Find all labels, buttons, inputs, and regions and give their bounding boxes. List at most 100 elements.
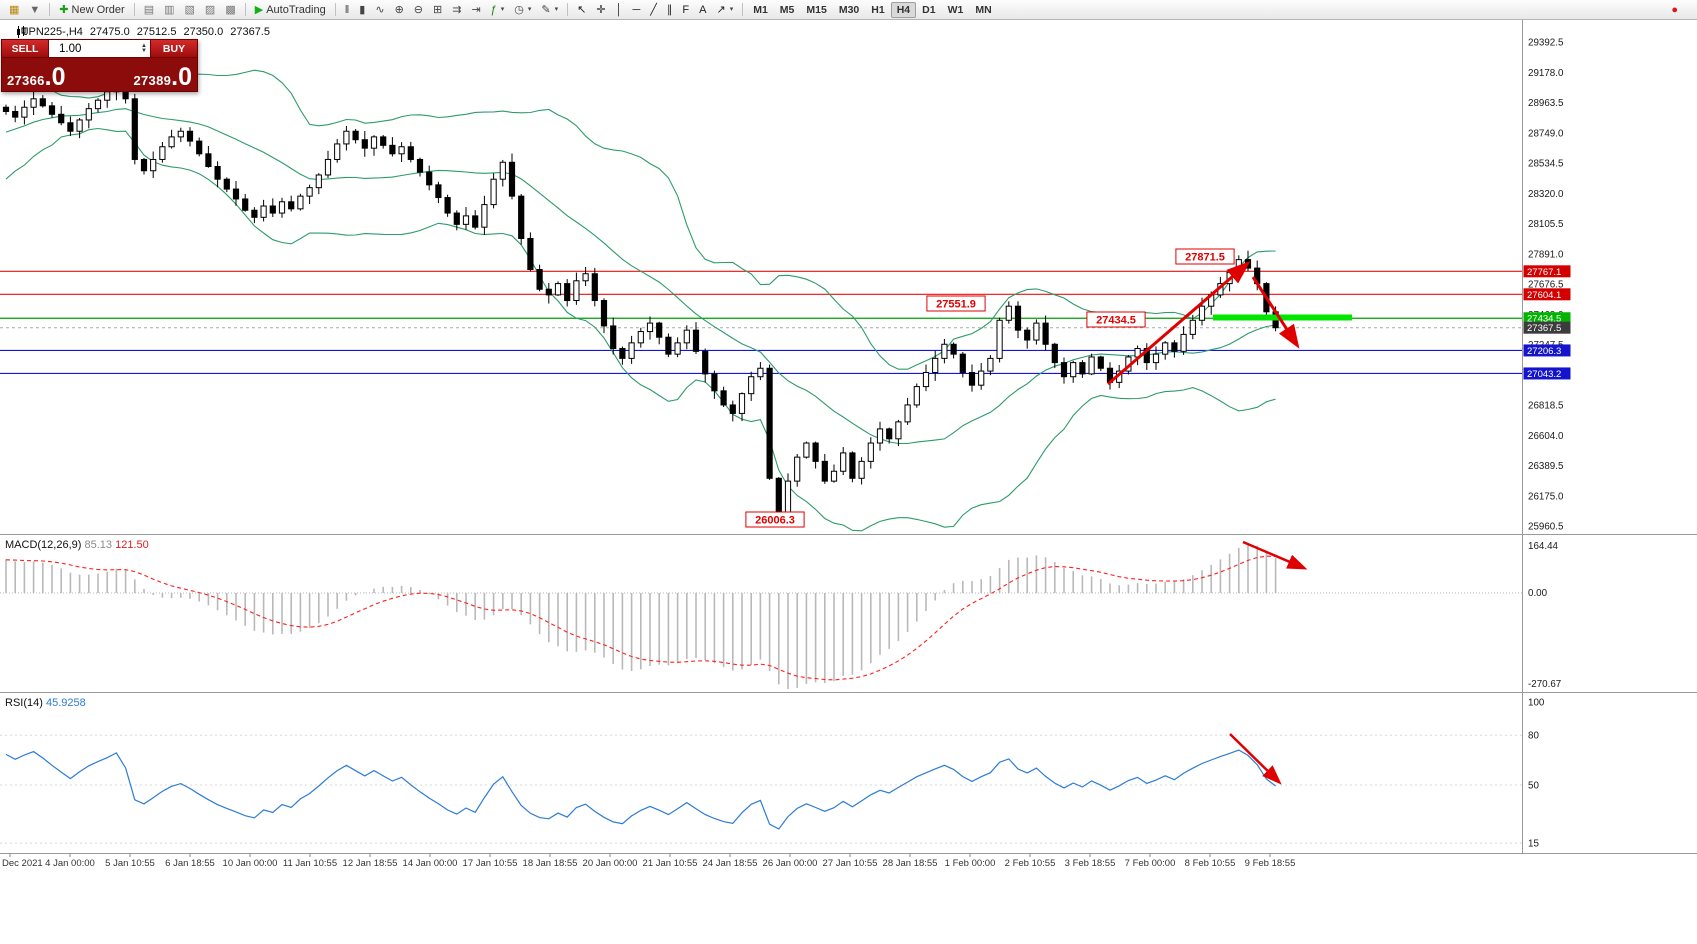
chart-shift-icon: ⇥ <box>471 3 481 16</box>
support-resistance-lines[interactable] <box>0 270 1522 375</box>
timeframe-m5-button[interactable]: M5 <box>774 2 801 18</box>
new-chart-icon: ▦ <box>9 3 20 16</box>
spinner-down-icon[interactable]: ▼ <box>141 47 147 54</box>
svg-text:164.44: 164.44 <box>1528 541 1559 552</box>
autotrading-button[interactable]: ▶ AutoTrading <box>250 1 331 19</box>
toolbar-group: ▶ AutoTrading <box>250 0 331 19</box>
candle-body <box>1097 356 1104 369</box>
trend-arrow[interactable] <box>1242 540 1308 570</box>
zoom-in-button[interactable]: ⊕ <box>390 2 409 18</box>
buy-price[interactable]: 27389.0 <box>133 65 192 90</box>
candle-body <box>499 161 506 180</box>
strategy-tester-button[interactable]: ▩ <box>220 2 240 18</box>
auto-scroll-button[interactable]: ⇉ <box>447 2 466 18</box>
crosshair-button[interactable]: ✛ <box>591 2 610 18</box>
timeframe-w1-button[interactable]: W1 <box>942 2 970 18</box>
candle-body <box>610 325 617 350</box>
trend-arrow[interactable] <box>1107 261 1251 386</box>
ohlc-open: 27475.0 <box>89 26 130 38</box>
price-tag: 27604.1 <box>1523 288 1571 301</box>
price-callout[interactable]: 27551.9 <box>926 295 986 312</box>
price-callouts[interactable]: 27871.5 27551.9 27434.5 26006.3 <box>745 248 1235 528</box>
candle-body <box>738 393 746 414</box>
timeframe-h1-button[interactable]: H1 <box>865 2 890 18</box>
candlestick-mode-button[interactable]: ▮ <box>354 2 370 18</box>
navigator-button[interactable]: ▧ <box>180 2 200 18</box>
candle-body <box>85 108 92 121</box>
svg-text:10 Jan 00:00: 10 Jan 00:00 <box>223 858 278 869</box>
sell-price[interactable]: 27366.0 <box>7 65 66 90</box>
market-watch-button[interactable]: ▤ <box>139 2 159 18</box>
terminal-button[interactable]: ▨ <box>200 2 220 18</box>
arrows-button[interactable]: ↗ ▾ <box>711 1 738 19</box>
bollinger-middle <box>5 108 1276 445</box>
candle-body <box>407 146 414 160</box>
line-chart-button[interactable]: ∿ <box>370 2 389 18</box>
price-tag: 27043.2 <box>1523 367 1571 380</box>
alert-status-button[interactable]: ● <box>1666 2 1683 18</box>
spinner-up-icon[interactable]: ▲ <box>141 42 147 49</box>
chart-canvas[interactable]: 29392.5 29178.0 28963.5 28749.0 28534.5 28320… <box>0 20 1697 944</box>
price-callout[interactable]: 27871.5 <box>1175 248 1235 265</box>
fibonacci-button[interactable]: F <box>677 2 694 18</box>
candle-body <box>131 98 138 160</box>
timeframe-m30-button[interactable]: M30 <box>833 2 865 18</box>
price-axis: 29392.5 29178.0 28963.5 28749.0 28534.5 28320… <box>1528 38 1564 533</box>
indicators-button[interactable]: ƒ ▾ <box>486 1 510 19</box>
candle-body <box>950 343 957 355</box>
candle-body <box>1189 319 1196 335</box>
candle-body <box>168 136 175 148</box>
timeframe-mn-button[interactable]: MN <box>969 2 997 18</box>
periods-button[interactable]: ◷ ▾ <box>509 1 536 19</box>
trend-arrows[interactable] <box>1107 261 1308 785</box>
timeframe-m15-button[interactable]: M15 <box>800 2 832 18</box>
price-callout[interactable]: 27434.5 <box>1086 311 1146 328</box>
equidistant-channel-button[interactable]: ∥ <box>662 2 678 18</box>
svg-text:26604.0: 26604.0 <box>1528 431 1564 442</box>
bollinger-bands <box>5 69 1276 532</box>
new-order-button[interactable]: ✚ New Order <box>54 1 129 19</box>
vertical-line-button[interactable]: │ <box>611 2 628 18</box>
candle-body <box>481 204 488 228</box>
volume-spinner[interactable]: ▲ ▼ <box>141 42 147 54</box>
timeframe-d1-button[interactable]: D1 <box>916 2 941 18</box>
candle-body <box>987 357 994 372</box>
buy-button[interactable]: BUY <box>151 40 197 57</box>
svg-text:6 Jan 18:55: 6 Jan 18:55 <box>165 858 215 869</box>
price-callout[interactable]: 26006.3 <box>745 511 805 528</box>
profiles-button[interactable]: ▼ <box>24 2 45 18</box>
candle-body <box>288 201 295 210</box>
candle-body <box>628 342 635 359</box>
new-chart-button[interactable]: ▦ <box>4 2 24 18</box>
text-button[interactable]: A <box>694 2 711 18</box>
dropdown-caret-icon: ▾ <box>527 5 532 13</box>
price-tag: 27767.1 <box>1523 265 1571 278</box>
bar-chart-button[interactable]: ‖ <box>340 2 355 18</box>
candle-body <box>58 113 65 124</box>
buy-price-main: 27389 <box>133 73 172 88</box>
timeframe-h4-button[interactable]: H4 <box>890 1 917 18</box>
candle-body <box>343 130 350 145</box>
timeframe-m1-button[interactable]: M1 <box>747 2 774 18</box>
tile-windows-button[interactable]: ⊞ <box>428 2 447 18</box>
trendline-button[interactable]: ╱ <box>645 2 662 18</box>
trend-arrow[interactable] <box>1251 276 1300 349</box>
candle-body <box>941 343 948 359</box>
chart-shift-button[interactable]: ⇥ <box>466 2 485 18</box>
candle-body <box>196 140 203 155</box>
candle-body <box>702 350 709 375</box>
templates-button[interactable]: ✎ ▾ <box>536 1 563 19</box>
volume-field[interactable]: 1.00 ▲ ▼ <box>48 40 151 57</box>
horizontal-line-button[interactable]: ─ <box>627 2 645 18</box>
toolbar-separator <box>49 3 51 16</box>
sell-button[interactable]: SELL <box>2 40 48 57</box>
candle-body <box>39 98 46 107</box>
zoom-out-button[interactable]: ⊖ <box>409 2 428 18</box>
candle-body <box>159 146 166 160</box>
candle-body <box>683 329 690 344</box>
candle-body <box>361 139 368 149</box>
trend-arrow[interactable] <box>1229 733 1282 785</box>
cursor-button[interactable]: ↖ <box>572 2 591 18</box>
data-window-button[interactable]: ▥ <box>159 2 179 18</box>
svg-text:80: 80 <box>1528 731 1539 742</box>
